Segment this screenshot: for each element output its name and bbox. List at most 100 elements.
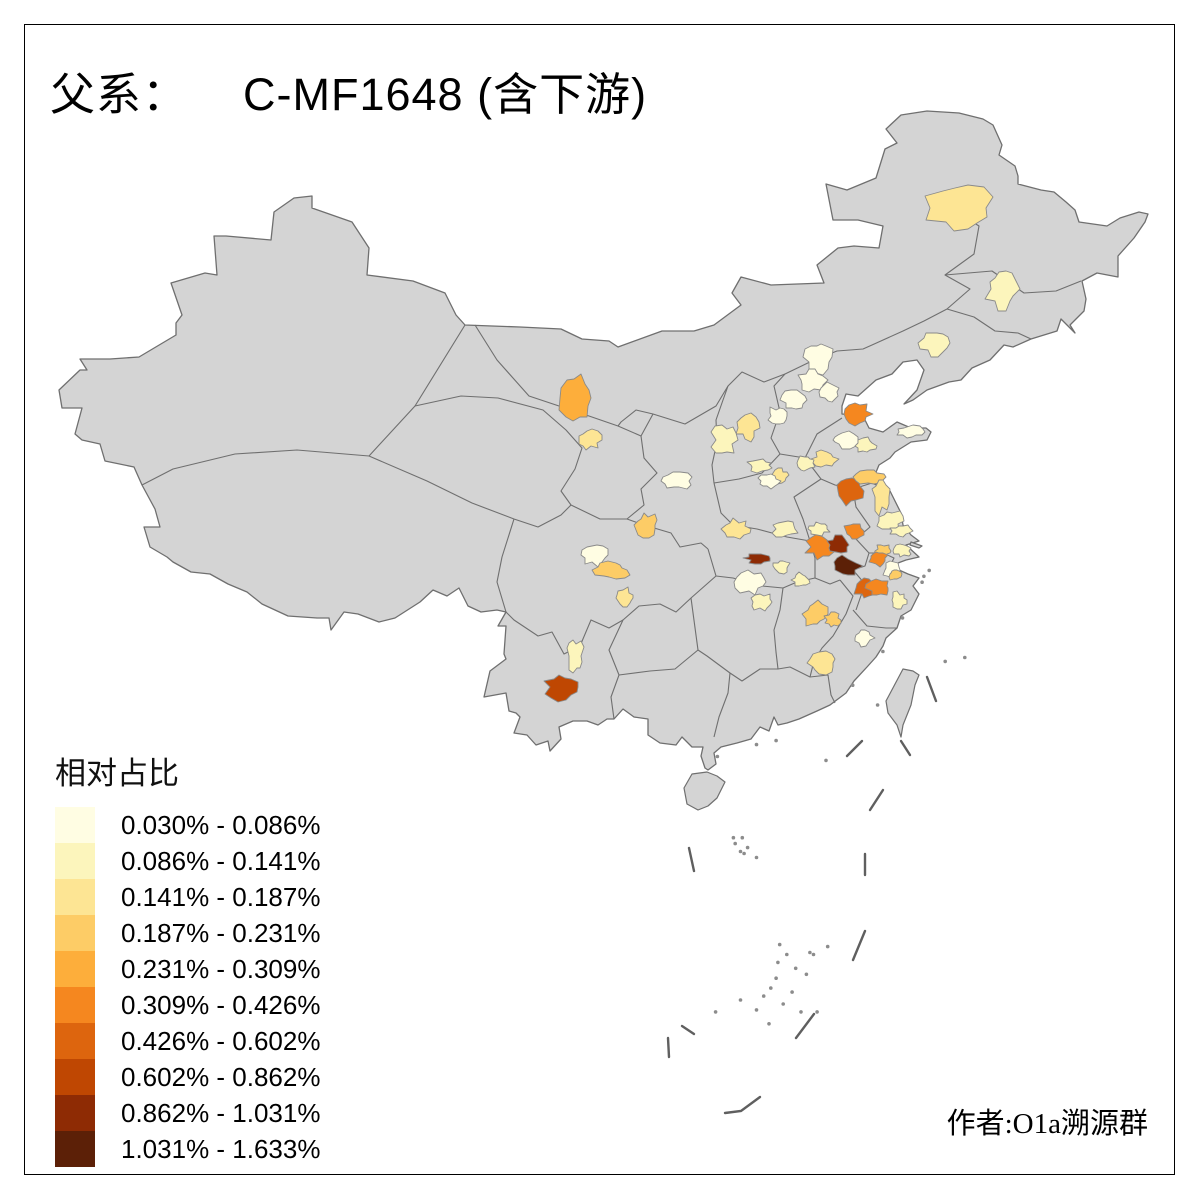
province-border — [713, 672, 731, 738]
islet-dot — [774, 738, 778, 743]
province-border — [690, 597, 836, 704]
nine-dash-segment — [723, 1095, 762, 1115]
islet-dot — [761, 994, 766, 998]
prefecture-region-class-2 — [891, 590, 908, 610]
islet-dot — [731, 835, 736, 840]
islet-dot — [808, 950, 812, 955]
prefecture-region-class-6 — [864, 578, 889, 596]
islet-dot — [745, 845, 750, 850]
hainan-island — [683, 771, 726, 811]
legend-label: 0.030% - 0.086% — [121, 809, 321, 840]
prefecture-region-class-1 — [832, 430, 859, 450]
province-border — [852, 609, 897, 629]
prefecture-region-class-6 — [804, 533, 835, 561]
china-mainland — [58, 110, 1149, 771]
islet-dot — [754, 855, 759, 860]
prefecture-region-class-1 — [818, 381, 840, 403]
prefecture-region-class-4 — [823, 611, 842, 628]
islet-dot — [738, 998, 743, 1002]
province-border — [474, 308, 948, 437]
province-border — [793, 478, 822, 542]
legend-label: 0.309% - 0.426% — [121, 989, 321, 1020]
prefecture-region-class-2 — [772, 560, 791, 575]
prefecture-region-class-9 — [742, 553, 771, 565]
province-border — [618, 649, 699, 676]
legend-label: 0.602% - 0.862% — [121, 1061, 321, 1092]
legend-label: 0.086% - 0.141% — [121, 845, 321, 876]
prefecture-region-class-6 — [868, 551, 889, 568]
nine-dash-segment — [868, 788, 885, 812]
islet-dot — [927, 568, 931, 573]
prefecture-region-class-3 — [924, 184, 994, 232]
prefecture-region-class-4 — [801, 599, 829, 627]
legend-row: 0.426% - 0.602% — [55, 1023, 320, 1059]
islet-dot — [733, 841, 737, 846]
nine-dash-segment — [845, 739, 864, 758]
legend-label: 0.187% - 0.231% — [121, 917, 321, 948]
nine-dash-segment — [925, 675, 938, 703]
islet-dot — [777, 942, 782, 947]
legend-swatch-10 — [55, 1131, 95, 1167]
legend-swatch-2 — [55, 843, 95, 879]
islet-dot — [811, 952, 816, 957]
taiwan-island — [885, 668, 920, 738]
prefecture-region-class-3 — [615, 586, 634, 608]
islet-dot — [790, 990, 794, 994]
prefecture-region-class-6 — [843, 402, 874, 427]
province-border — [496, 518, 515, 613]
legend-label: 1.031% - 1.633% — [121, 1133, 321, 1164]
islet-dot — [738, 849, 743, 854]
prefecture-region-class-3 — [806, 650, 836, 676]
prefecture-region-class-2 — [790, 571, 811, 587]
legend-label: 0.141% - 0.187% — [121, 881, 321, 912]
nine-dash-segment — [687, 846, 696, 873]
prefecture-region-class-4 — [633, 512, 658, 539]
prefecture-region-class-3 — [735, 412, 761, 443]
nine-dash-segment — [680, 1024, 696, 1036]
title-prefix: 父系： — [50, 70, 189, 120]
legend-swatch-4 — [55, 915, 95, 951]
prefecture-region-class-6 — [843, 523, 865, 540]
islet-dot — [740, 835, 745, 840]
islet-dot — [804, 972, 809, 977]
province-border — [368, 455, 515, 520]
title-lineage: C-MF1648 (含下游) — [243, 69, 648, 120]
legend-swatch-3 — [55, 879, 95, 915]
islet-dot — [815, 1010, 819, 1014]
legend-label: 0.426% - 0.602% — [121, 1025, 321, 1056]
islet-dot — [922, 574, 926, 579]
islet-dot — [963, 655, 967, 660]
prefecture-region-class-10 — [833, 554, 864, 576]
province-border — [414, 395, 583, 506]
legend-swatch-1 — [55, 807, 95, 843]
prefecture-region-class-2 — [892, 543, 912, 558]
islet-dot — [850, 683, 855, 687]
legend-title: 相对占比 — [55, 756, 179, 791]
prefecture-region-class-4 — [591, 560, 631, 580]
prefecture-region-class-3 — [871, 479, 891, 517]
prefecture-region-class-2 — [710, 424, 739, 454]
nine-dash-segment — [794, 1012, 816, 1040]
prefecture-region-class-2 — [917, 332, 951, 358]
islet-dot — [875, 703, 880, 707]
islet-dot — [824, 758, 828, 763]
islet-dot — [776, 960, 780, 965]
nine-dash-segment — [899, 739, 912, 757]
province-border — [852, 488, 895, 567]
legend-row: 0.141% - 0.187% — [55, 879, 320, 915]
province-border — [626, 435, 658, 520]
legend-row: 0.231% - 0.309% — [55, 951, 320, 987]
prefecture-region-class-1 — [854, 629, 876, 648]
prefecture-region-class-3 — [720, 517, 752, 540]
legend-rows: 0.030% - 0.086% 0.086% - 0.141% 0.141% - 0… — [55, 807, 320, 1167]
islet-dot — [713, 1010, 718, 1014]
legend-row: 1.031% - 1.633% — [55, 1131, 320, 1167]
province-border — [944, 270, 1082, 294]
legend: 相对占比 0.030% - 0.086% 0.086% - 0.141% 0.141… — [55, 748, 320, 1167]
prefecture-region-class-1 — [779, 389, 808, 410]
province-border — [513, 504, 572, 528]
legend-swatch-5 — [55, 951, 95, 987]
legend-row: 0.602% - 0.862% — [55, 1059, 320, 1095]
prefecture-region-class-1 — [896, 424, 926, 439]
province-border — [505, 575, 717, 655]
